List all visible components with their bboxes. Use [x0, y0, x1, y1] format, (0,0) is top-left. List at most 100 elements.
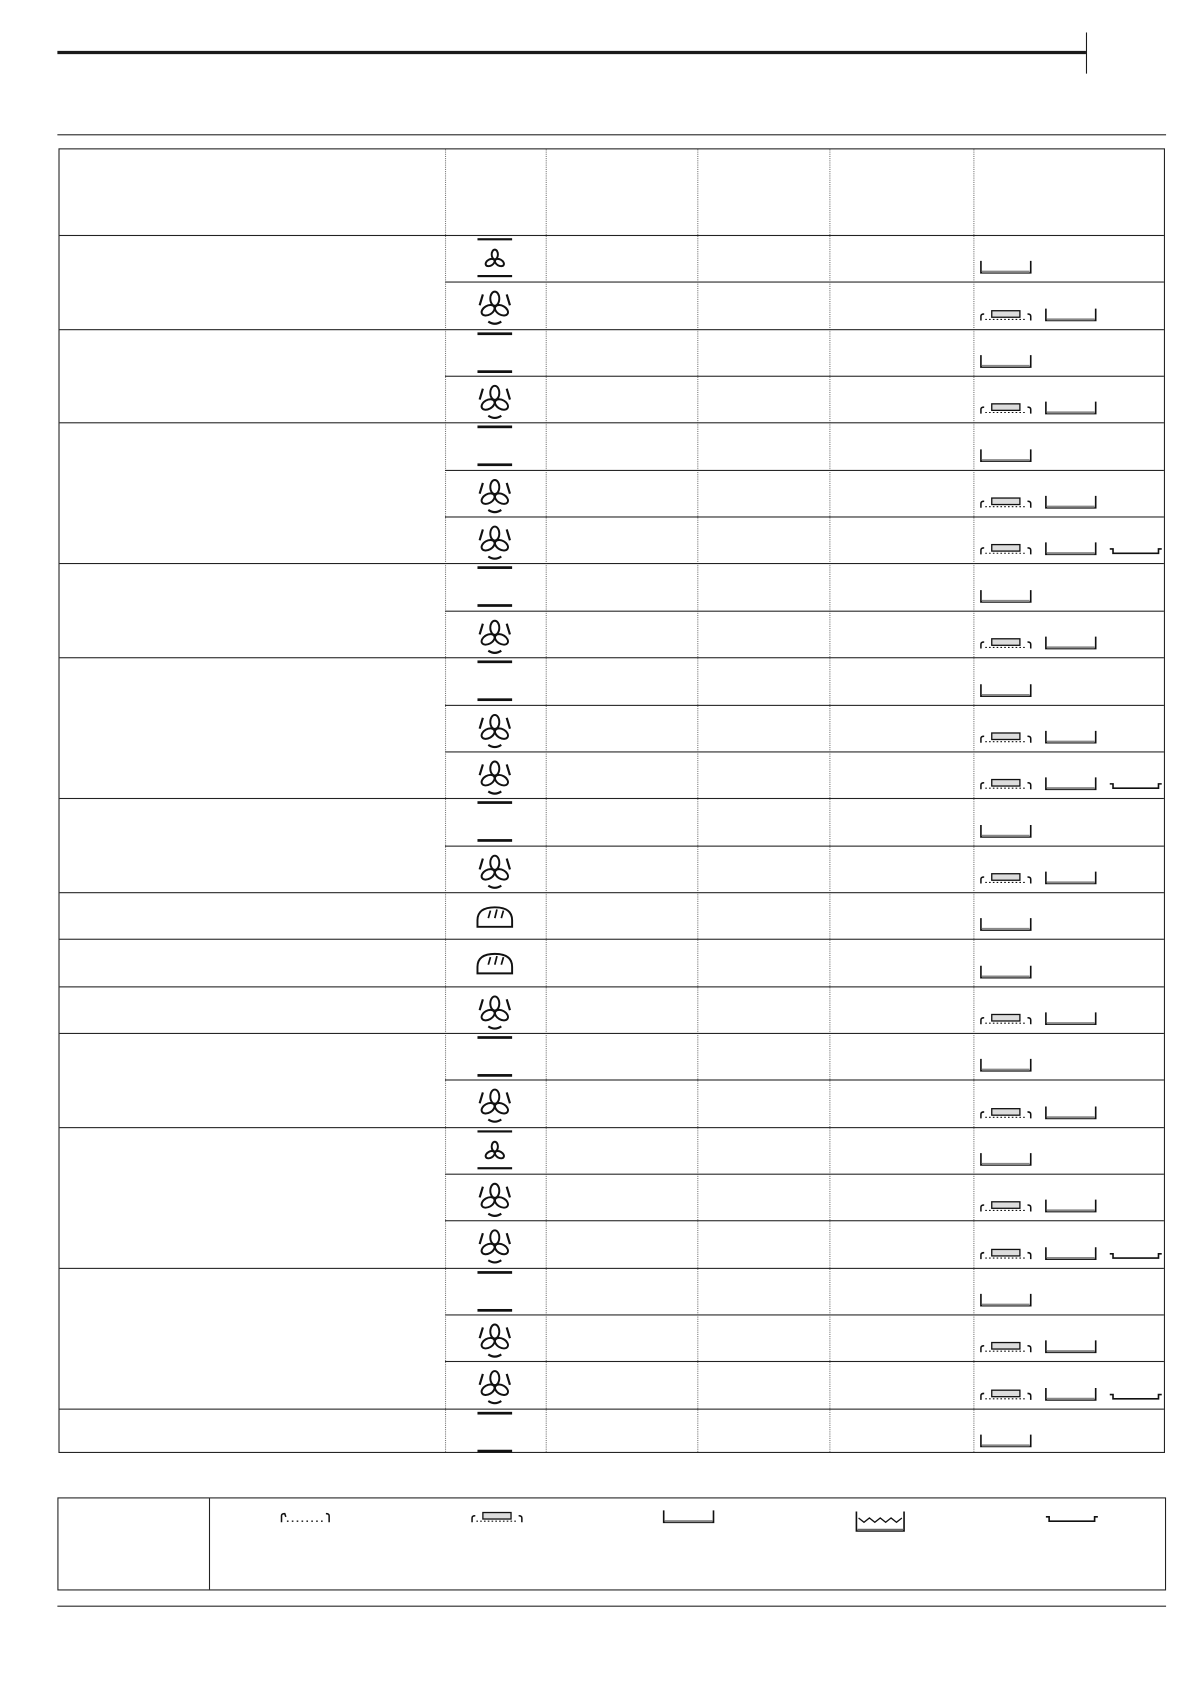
group-divider	[59, 892, 1164, 894]
row-divider	[444, 516, 1164, 518]
top-bottom-heat-icon	[473, 800, 516, 843]
fan-ring-heat-icon	[478, 1229, 511, 1264]
baking-pan-icon	[979, 1058, 1033, 1075]
baking-pan-icon	[979, 589, 1033, 606]
fan-ring-heat-icon	[473, 1364, 516, 1407]
shallow-tray-icon	[1109, 1387, 1163, 1404]
group-divider	[59, 1126, 1164, 1128]
recipe-group-cell	[60, 235, 445, 329]
header-rule	[57, 50, 1086, 55]
row-divider	[444, 1361, 1164, 1363]
baking-pan-icon	[1044, 1011, 1098, 1028]
group-divider	[59, 1032, 1164, 1034]
baking-pan-icon	[1044, 636, 1098, 653]
fan-ring-heat-icon	[473, 378, 516, 421]
bread-icon	[473, 894, 516, 937]
group-divider	[59, 657, 1164, 659]
bread-icon	[473, 941, 516, 984]
baking-tray-with-rack-icon	[979, 1105, 1033, 1122]
top-bottom-heat-icon	[477, 425, 513, 467]
section-rule	[57, 134, 1167, 136]
baking-tray-with-rack-icon	[979, 1340, 1033, 1357]
recipe-group-cell	[60, 1408, 445, 1455]
baking-pan-icon	[1044, 1199, 1098, 1216]
fan-ring-heat-icon	[478, 1323, 511, 1358]
recipe-group-cell	[60, 1127, 445, 1268]
baking-pan-icon	[979, 1293, 1033, 1310]
shallow-tray-icon	[1109, 542, 1163, 559]
deep-pan-with-water-icon	[853, 1509, 907, 1538]
baking-table	[58, 148, 1165, 1453]
column-divider	[973, 149, 975, 1452]
fan-ring-heat-icon	[478, 384, 511, 420]
baking-tray-with-rack-icon	[979, 495, 1033, 512]
row-divider	[444, 704, 1164, 706]
recipe-group-cell	[60, 939, 445, 986]
baking-tray-with-rack-icon	[979, 1011, 1033, 1028]
top-bottom-heat-icon	[473, 566, 516, 609]
row-divider	[444, 1314, 1164, 1316]
baking-pan-icon	[979, 917, 1033, 934]
top-bottom-heat-icon	[477, 332, 513, 373]
baking-tray-with-rack-icon	[979, 1387, 1033, 1404]
fan-with-top-bottom-heat-icon	[477, 1129, 513, 1169]
shallow-tray-icon	[1109, 1246, 1163, 1263]
fan-ring-heat-icon	[478, 478, 511, 513]
column-divider	[444, 149, 447, 1452]
baking-tray-with-rack-icon	[470, 1509, 524, 1530]
baking-pan-icon	[979, 964, 1033, 981]
baking-pan-icon	[662, 1509, 716, 1530]
baking-pan-icon	[1044, 401, 1098, 418]
column-divider	[545, 149, 547, 1452]
row-divider	[444, 1220, 1164, 1222]
baking-tray-with-rack-icon	[979, 307, 1033, 324]
fan-with-top-bottom-heat-icon	[473, 1129, 516, 1172]
fan-ring-heat-icon	[473, 988, 516, 1031]
fan-ring-heat-icon	[478, 713, 511, 748]
row-divider	[444, 610, 1164, 612]
baking-pan-icon	[1044, 1246, 1098, 1263]
fan-ring-heat-icon	[473, 613, 516, 656]
bread-icon	[476, 953, 514, 975]
row-divider	[444, 751, 1164, 753]
bread-icon	[476, 906, 514, 928]
fan-ring-heat-icon	[473, 753, 516, 796]
recipe-group-cell	[60, 329, 445, 423]
fan-ring-heat-icon	[478, 1370, 511, 1405]
top-bottom-heat-icon	[477, 660, 513, 702]
group-divider	[59, 938, 1164, 941]
header-tick	[1085, 32, 1088, 74]
fan-ring-heat-icon	[473, 847, 516, 890]
baking-pan-icon	[1044, 495, 1098, 512]
recipe-group-cell	[60, 1268, 445, 1409]
top-bottom-heat-icon	[473, 331, 516, 374]
fan-ring-heat-icon	[473, 472, 516, 515]
group-divider	[59, 985, 1164, 987]
fan-ring-heat-icon	[478, 1088, 511, 1124]
baking-pan-icon	[979, 448, 1033, 465]
fan-ring-heat-icon	[478, 619, 511, 654]
baking-tray-with-rack-icon	[979, 1199, 1033, 1216]
shallow-tray-icon	[1109, 776, 1163, 793]
row-divider	[444, 469, 1164, 471]
baking-pan-icon	[979, 1152, 1033, 1169]
top-bottom-heat-icon	[473, 425, 516, 468]
recipe-group-cell	[60, 892, 445, 939]
fan-ring-heat-icon	[473, 1317, 516, 1360]
fan-ring-heat-icon	[473, 1082, 516, 1125]
recipe-group-cell	[60, 798, 445, 892]
fan-ring-heat-icon	[473, 284, 516, 327]
fan-ring-heat-icon	[478, 995, 511, 1030]
fan-ring-heat-icon	[478, 291, 511, 326]
row-divider	[444, 1079, 1164, 1081]
recipe-group-cell	[60, 423, 445, 564]
baking-pan-icon	[1044, 542, 1098, 559]
top-bottom-heat-icon	[473, 1410, 516, 1453]
recipe-group-cell	[60, 1033, 445, 1127]
baking-tray-with-rack-icon	[979, 542, 1033, 559]
header-divider	[59, 234, 1164, 237]
group-divider	[59, 798, 1164, 800]
fan-ring-heat-icon	[478, 760, 511, 795]
baking-tray-with-rack-icon	[979, 401, 1033, 418]
baking-pan-icon	[979, 260, 1033, 277]
